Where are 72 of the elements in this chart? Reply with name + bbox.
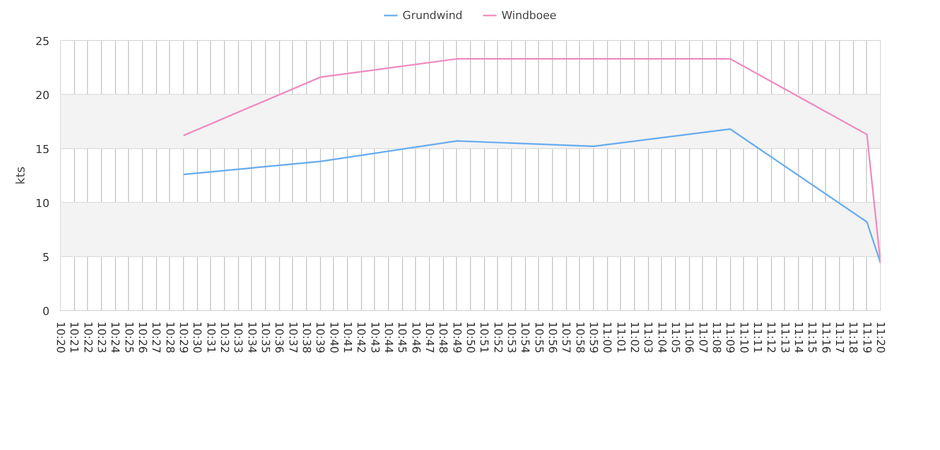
x-tick-label: 11:06 bbox=[682, 322, 696, 354]
x-tick-label: 10:57 bbox=[560, 322, 573, 354]
x-tick-label: 11:12 bbox=[764, 322, 778, 354]
x-tick-label: 11:09 bbox=[724, 322, 737, 354]
x-tick-label: 11:00 bbox=[600, 322, 614, 354]
x-tick-label: 10:55 bbox=[532, 322, 546, 354]
x-tick-label: 11:13 bbox=[778, 322, 792, 354]
x-tick-label: 10:49 bbox=[450, 322, 464, 354]
x-tick-label: 11:17 bbox=[833, 322, 846, 354]
x-tick-label: 10:44 bbox=[382, 322, 395, 354]
x-tick-label: 10:47 bbox=[423, 322, 436, 354]
x-tick-label: 10:37 bbox=[286, 322, 300, 354]
x-tick-label: 10:38 bbox=[300, 322, 313, 354]
x-tick-label: 10:29 bbox=[177, 322, 190, 354]
x-tick-label: 10:21 bbox=[68, 322, 81, 354]
x-tick-label: 10:54 bbox=[518, 322, 532, 354]
x-tick-label: 10:36 bbox=[272, 322, 286, 354]
x-tick-label: 10:35 bbox=[259, 322, 272, 354]
y-tick-label: 15 bbox=[36, 143, 50, 156]
x-tick-label: 10:51 bbox=[478, 322, 491, 354]
y-tick-label: 25 bbox=[36, 35, 50, 48]
x-tick-label: 11:11 bbox=[751, 322, 764, 354]
line-series bbox=[182, 128, 880, 264]
x-tick-label: 10:22 bbox=[81, 322, 94, 354]
x-tick-label: 11:14 bbox=[792, 322, 805, 354]
x-tick-label: 10:26 bbox=[136, 322, 149, 354]
x-tick-label: 10:28 bbox=[163, 322, 176, 354]
x-tick-label: 11:15 bbox=[806, 322, 819, 354]
x-tick-label: 10:39 bbox=[314, 322, 327, 354]
x-tick-label: 10:53 bbox=[505, 322, 518, 354]
x-tick-label: 10:23 bbox=[95, 322, 108, 354]
x-tick-label: 10:31 bbox=[204, 322, 218, 354]
x-tick-label: 11:05 bbox=[669, 322, 682, 354]
x-tick-label: 11:04 bbox=[655, 322, 668, 354]
x-tick-label: 10:27 bbox=[150, 322, 163, 354]
x-tick-label: 10:30 bbox=[190, 322, 204, 354]
y-tick-label: 20 bbox=[36, 89, 50, 102]
x-tick-label: 11:08 bbox=[710, 322, 723, 354]
x-tick-label: 11:07 bbox=[696, 322, 710, 354]
x-tick-label: 11:02 bbox=[628, 322, 641, 354]
y-tick-label: 5 bbox=[42, 251, 50, 264]
x-tick-label: 10:40 bbox=[327, 322, 340, 354]
line-series bbox=[182, 58, 880, 264]
x-tick-label: 10:52 bbox=[491, 322, 504, 354]
y-axis-title: kts bbox=[14, 166, 28, 184]
x-tick-label: 10:56 bbox=[546, 322, 559, 354]
x-tick-label: 10:34 bbox=[245, 322, 258, 354]
x-tick-label: 11:18 bbox=[846, 322, 860, 354]
x-tick-label: 10:43 bbox=[368, 322, 382, 354]
x-tick-label: 10:20 bbox=[54, 322, 67, 354]
x-tick-label: 11:19 bbox=[860, 322, 874, 354]
y-tick-label: 0 bbox=[42, 305, 50, 318]
x-tick-label: 11:10 bbox=[737, 322, 750, 354]
x-tick-label: 10:58 bbox=[573, 322, 586, 354]
y-tick-label: 10 bbox=[36, 197, 50, 210]
x-tick-label: 10:24 bbox=[108, 322, 122, 354]
x-tick-label: 11:03 bbox=[642, 322, 655, 354]
x-tick-label: 10:45 bbox=[396, 322, 409, 354]
x-tick-label: 11:20 bbox=[874, 322, 887, 354]
x-tick-label: 10:46 bbox=[409, 322, 422, 354]
x-tick-label: 10:32 bbox=[218, 322, 231, 354]
x-tick-label: 10:41 bbox=[341, 322, 354, 354]
x-tick-label: 10:48 bbox=[436, 322, 450, 354]
x-tick-label: 10:59 bbox=[587, 322, 600, 354]
legend-label: Grundwind bbox=[402, 8, 463, 22]
x-tick-label: 11:01 bbox=[614, 322, 628, 354]
x-tick-label: 10:50 bbox=[464, 322, 477, 354]
legend-label: Windboee bbox=[502, 8, 556, 22]
x-tick-label: 10:33 bbox=[232, 322, 245, 354]
x-tick-label: 10:25 bbox=[122, 322, 136, 354]
x-tick-label: 11:16 bbox=[819, 322, 832, 354]
x-tick-label: 10:42 bbox=[354, 322, 368, 354]
